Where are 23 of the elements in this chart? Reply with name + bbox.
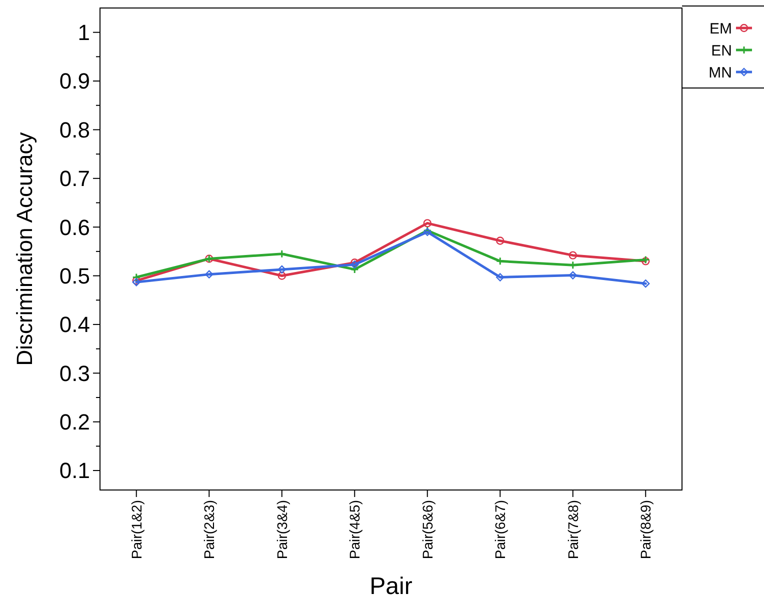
x-tick-label: Pair(5&6)	[419, 500, 436, 560]
x-tick-label: Pair(8&9)	[638, 500, 654, 560]
y-tick-label: 0.3	[59, 360, 90, 386]
x-tick-label: Pair(7&8)	[564, 500, 581, 560]
y-tick-label: 0.4	[59, 312, 90, 338]
x-tick-label: Pair(2&3)	[201, 500, 218, 560]
x-axis-title: Pair	[370, 573, 412, 600]
y-axis-title: Discrimination Accuracy	[12, 132, 37, 366]
y-tick-label: 0.1	[59, 458, 90, 484]
y-tick-label: 1	[78, 20, 90, 46]
y-tick-label: 0.7	[59, 166, 90, 192]
y-tick-label: 0.5	[59, 263, 90, 288]
x-tick-label: Pair(1&2)	[128, 500, 144, 560]
x-tick-label: Pair(6&7)	[492, 500, 508, 560]
legend-label: EN	[711, 42, 732, 60]
y-tick-label: 0.2	[59, 410, 90, 435]
y-tick-label: 0.6	[59, 214, 90, 240]
y-tick-label: 0.8	[59, 117, 90, 142]
x-tick-label: Pair(4&5)	[346, 500, 363, 560]
legend-label: EM	[710, 20, 732, 38]
y-tick-label: 0.9	[59, 68, 90, 94]
legend-label: MN	[708, 64, 732, 82]
x-tick-label: Pair(3&4)	[274, 500, 290, 560]
